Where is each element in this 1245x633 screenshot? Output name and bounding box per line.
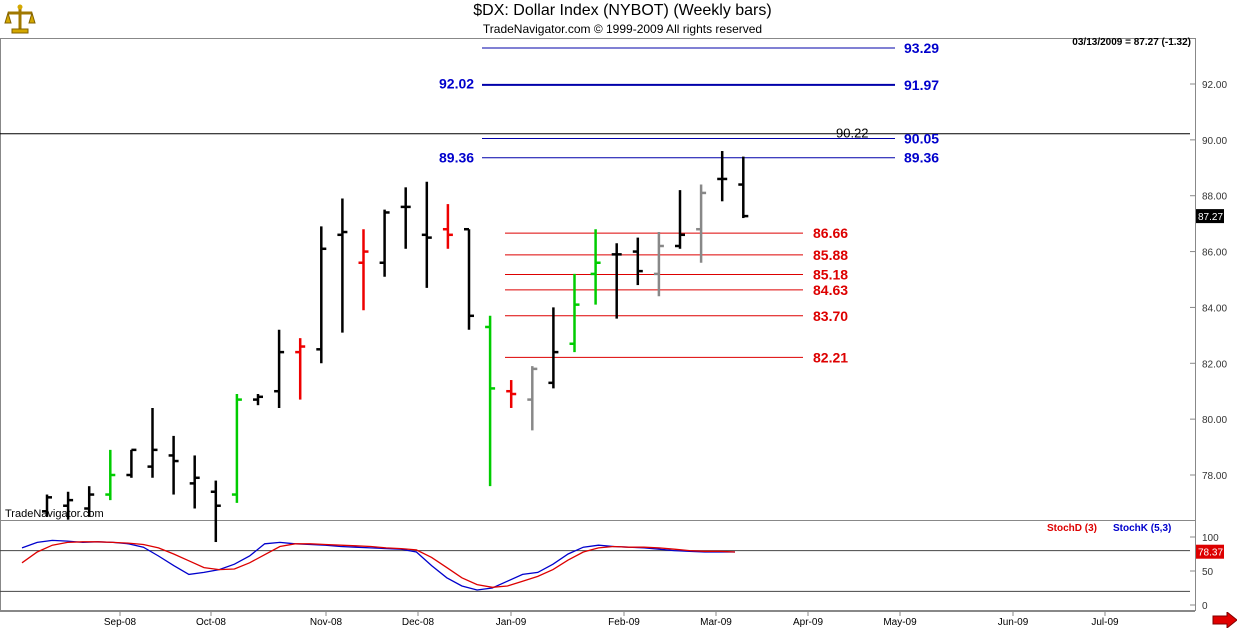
ohlc-bar bbox=[147, 407, 158, 478]
ohlc-bar bbox=[42, 494, 52, 517]
x-tick-label: Nov-08 bbox=[310, 617, 343, 628]
ohlc-bar bbox=[316, 226, 327, 364]
ohlc-bar bbox=[295, 338, 306, 400]
price-panel bbox=[0, 38, 1196, 521]
x-tick-label: Dec-08 bbox=[402, 617, 435, 628]
last-price-marker bbox=[1196, 209, 1224, 224]
stoch-y-tick-label: 50 bbox=[1202, 567, 1214, 578]
ohlc-bar bbox=[590, 229, 601, 305]
ohlc-bar bbox=[274, 329, 285, 408]
blue-level-label: 89.36 bbox=[904, 150, 939, 166]
stoch-y-tick-label: 100 bbox=[1202, 533, 1219, 544]
red-level-label: 85.18 bbox=[813, 266, 848, 282]
chart-subtitle: TradeNavigator.com © 1999-2009 All right… bbox=[482, 22, 763, 36]
red-level-label: 85.88 bbox=[813, 247, 848, 263]
y-tick-label: 82.00 bbox=[1202, 359, 1227, 370]
ohlc-bar bbox=[126, 448, 137, 478]
ohlc-bar bbox=[464, 227, 474, 330]
ohlc-bar bbox=[653, 232, 664, 297]
ohlc-bar bbox=[105, 449, 116, 501]
stoch-legend-k: StochK (5,3) bbox=[1113, 523, 1171, 534]
ohlc-bar bbox=[675, 190, 685, 249]
watermark-label: TradeNavigator.com bbox=[5, 508, 104, 520]
blue-level-left-label: 89.36 bbox=[439, 150, 474, 166]
x-tick-label: Oct-08 bbox=[196, 617, 226, 628]
y-tick-label: 92.00 bbox=[1202, 80, 1227, 91]
x-tick-label: Jan-09 bbox=[496, 617, 527, 628]
stoch-legend-d: StochD (3) bbox=[1047, 523, 1097, 534]
ohlc-bar bbox=[632, 237, 643, 286]
y-tick-label: 90.00 bbox=[1202, 136, 1227, 147]
ohlc-bar bbox=[400, 187, 411, 249]
ohlc-bar bbox=[611, 243, 622, 319]
blue-level-label: 90.05 bbox=[904, 130, 939, 146]
chart-title: $DX: Dollar Index (NYBOT) (Weekly bars) bbox=[473, 2, 772, 19]
ohlc-bar bbox=[358, 229, 369, 311]
ohlc-bar bbox=[421, 181, 432, 288]
x-tick-label: Jun-09 bbox=[998, 617, 1029, 628]
red-level-label: 86.66 bbox=[813, 225, 848, 241]
x-tick-label: Apr-09 bbox=[793, 617, 823, 628]
y-tick-label: 80.00 bbox=[1202, 415, 1227, 426]
stoch-value-marker bbox=[1196, 544, 1224, 559]
stoch-series-line bbox=[21, 541, 736, 588]
ohlc-bar bbox=[168, 435, 179, 495]
y-tick-label: 88.00 bbox=[1202, 192, 1227, 203]
ohlc-bar bbox=[506, 380, 517, 408]
ohlc-bar bbox=[738, 156, 749, 219]
ohlc-bar bbox=[63, 491, 74, 520]
resistance-level-label: 90.22 bbox=[836, 126, 869, 141]
trade-navigator-logo-icon bbox=[3, 3, 37, 35]
ohlc-bar bbox=[485, 315, 496, 487]
stochastic-panel bbox=[0, 520, 1196, 611]
ohlc-bar bbox=[548, 307, 559, 389]
x-tick-label: Jul-09 bbox=[1091, 617, 1119, 628]
blue-level-label: 93.29 bbox=[904, 40, 939, 56]
stoch-y-tick-label: 0 bbox=[1202, 601, 1208, 612]
ohlc-bar bbox=[379, 209, 390, 277]
ohlc-bar bbox=[696, 184, 707, 263]
ohlc-bar bbox=[189, 455, 200, 509]
ohlc-bar bbox=[337, 198, 348, 333]
blue-level-label: 91.97 bbox=[904, 77, 939, 93]
y-tick-label: 86.00 bbox=[1202, 248, 1227, 259]
scroll-right-arrow-icon[interactable] bbox=[1211, 610, 1238, 630]
ohlc-bar bbox=[442, 204, 453, 249]
ohlc-bar bbox=[231, 394, 242, 503]
y-tick-label: 78.00 bbox=[1202, 471, 1227, 482]
ohlc-bar bbox=[253, 394, 263, 406]
x-tick-label: Sep-08 bbox=[104, 617, 137, 628]
x-tick-label: May-09 bbox=[883, 617, 917, 628]
blue-level-left-label: 92.02 bbox=[439, 75, 474, 91]
ohlc-bar bbox=[210, 480, 221, 543]
y-tick-label: 84.00 bbox=[1202, 303, 1227, 314]
ohlc-bar bbox=[84, 486, 95, 517]
ohlc-bar bbox=[717, 151, 728, 202]
stoch-value-label: 78.37 bbox=[1198, 548, 1223, 559]
last-quote-readout: 03/13/2009 = 87.27 (-1.32) bbox=[1072, 37, 1191, 48]
last-price-label: 87.27 bbox=[1198, 212, 1223, 223]
ohlc-bar bbox=[527, 366, 538, 431]
red-level-label: 84.63 bbox=[813, 282, 848, 298]
ohlc-bar bbox=[569, 273, 580, 353]
red-level-label: 82.21 bbox=[813, 349, 848, 365]
x-tick-label: Mar-09 bbox=[700, 617, 732, 628]
red-level-label: 83.70 bbox=[813, 308, 848, 324]
x-tick-label: Feb-09 bbox=[608, 617, 640, 628]
